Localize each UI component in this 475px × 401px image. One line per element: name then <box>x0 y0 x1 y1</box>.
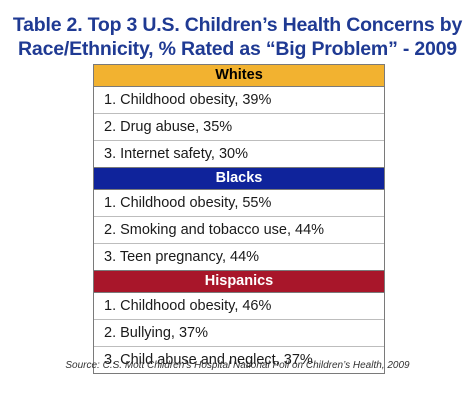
table-row: 1. Childhood obesity, 46% <box>94 293 384 320</box>
table-row: 3. Internet safety, 30% <box>94 141 384 168</box>
concerns-table: Whites 1. Childhood obesity, 39% 2. Drug… <box>93 64 385 374</box>
chart-title-line-1: Table 2. Top 3 U.S. Children’s Health Co… <box>12 14 463 36</box>
source-note: Source: C.S. Mott Children’s Hospital Na… <box>65 360 410 371</box>
table-row: 2. Bullying, 37% <box>94 320 384 347</box>
table-row: 2. Smoking and tobacco use, 44% <box>94 217 384 244</box>
table-row: 3. Child abuse and neglect, 37% <box>104 352 313 368</box>
group-header-hispanics: Hispanics <box>94 271 384 293</box>
group-header-blacks: Blacks <box>94 168 384 190</box>
table-row: 3. Teen pregnancy, 44% <box>94 244 384 271</box>
table-row: 1. Childhood obesity, 39% <box>94 87 384 114</box>
group-header-whites: Whites <box>94 65 384 87</box>
table-row: 2. Drug abuse, 35% <box>94 114 384 141</box>
table-row: 1. Childhood obesity, 55% <box>94 190 384 217</box>
group-hispanics: Hispanics 1. Childhood obesity, 46% 2. B… <box>94 271 384 373</box>
group-blacks: Blacks 1. Childhood obesity, 55% 2. Smok… <box>94 168 384 271</box>
chart-title-line-2: Race/Ethnicity, % Rated as “Big Problem”… <box>18 38 457 60</box>
chart-title: Table 2. Top 3 U.S. Children’s Health Co… <box>0 13 475 61</box>
group-whites: Whites 1. Childhood obesity, 39% 2. Drug… <box>94 65 384 168</box>
